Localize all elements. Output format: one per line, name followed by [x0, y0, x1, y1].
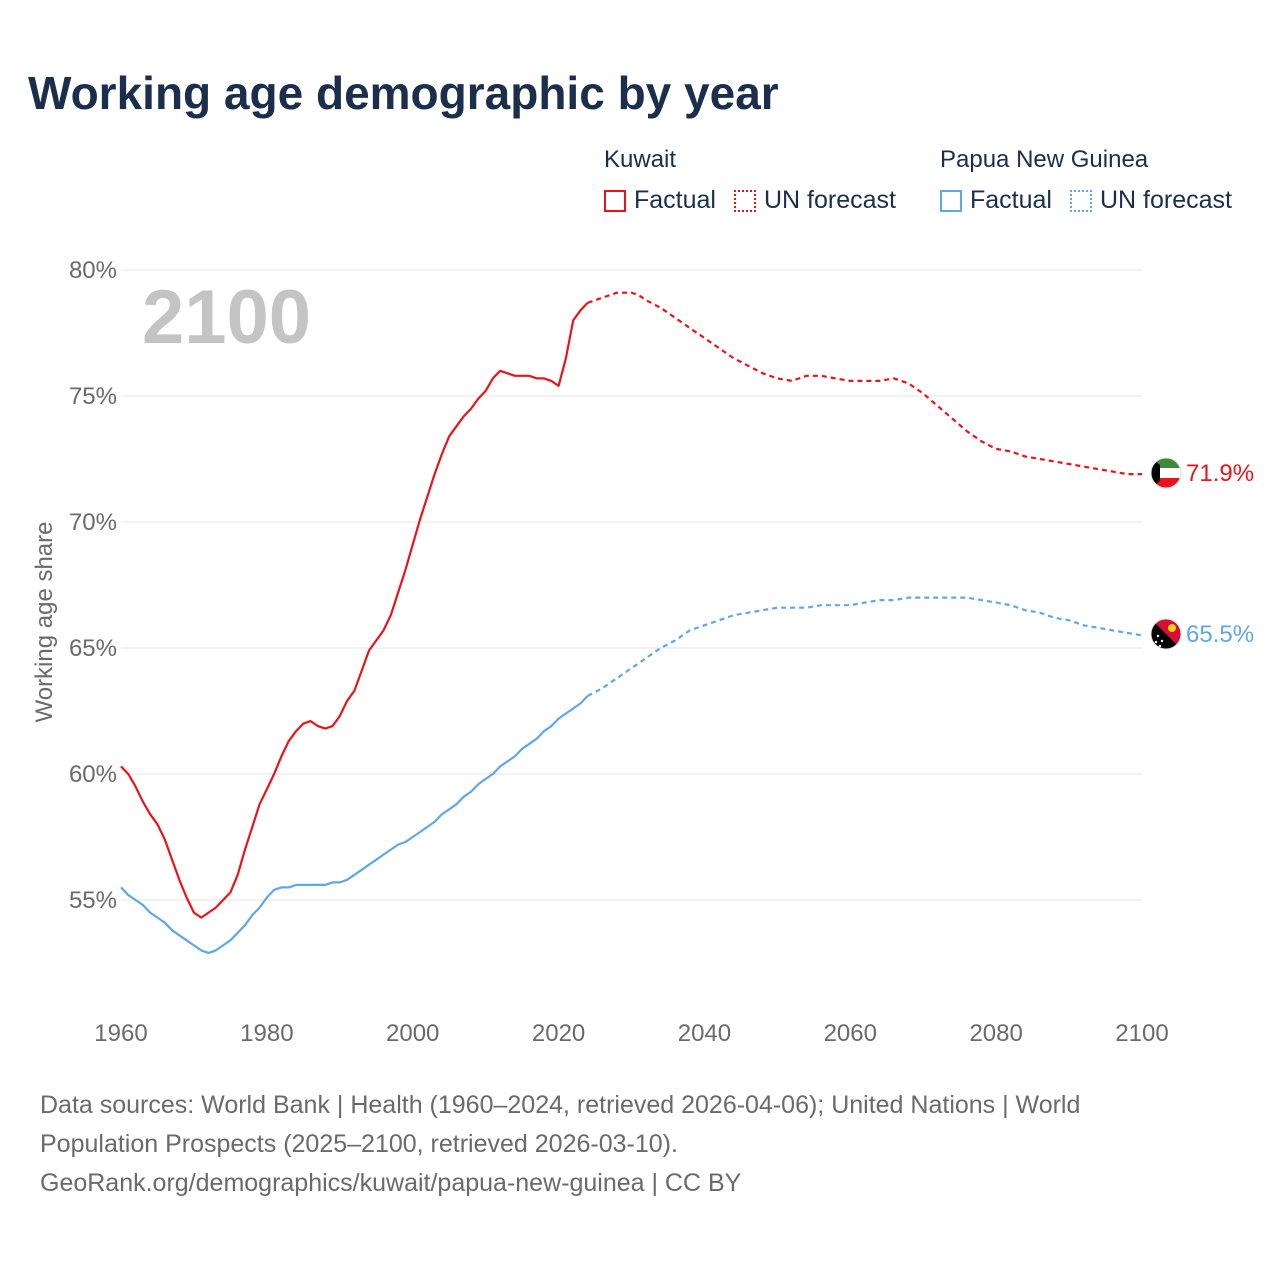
kuwait-end-label: 71.9%	[1186, 460, 1254, 487]
kuwait-flag-icon	[1150, 457, 1182, 489]
x-tick-label: 2020	[532, 1020, 585, 1047]
legend-swatch-solid	[604, 189, 626, 212]
legend-label: Factual	[634, 186, 716, 214]
kuwait-forecast-line	[587, 291, 1142, 476]
legend-kuwait: Kuwait Factual UN forecast	[604, 146, 914, 215]
x-tick-label: 1980	[240, 1020, 293, 1047]
footer-line: Population Prospects (2025–2100, retriev…	[40, 1130, 678, 1158]
x-tick-label: 2040	[678, 1020, 731, 1047]
footer-line: GeoRank.org/demographics/kuwait/papua-ne…	[40, 1169, 742, 1197]
legend-swatch-dotted	[1069, 189, 1092, 212]
chart-title: Working age demographic by year	[28, 67, 779, 119]
legend-png-forecast[interactable]: UN forecast	[1069, 186, 1232, 215]
legend-label: UN forecast	[763, 186, 896, 214]
legend-png-factual[interactable]: Factual	[940, 186, 1052, 215]
legend-label: Factual	[970, 186, 1052, 214]
kuwait-factual-line	[120, 302, 589, 919]
line-chart: 55% 60% 65% 70% 75% 80% 1960 1980 2000 2020 2040 20…	[31, 257, 1254, 1047]
x-tick-label: 1960	[94, 1020, 147, 1047]
legend-kuwait-forecast[interactable]: UN forecast	[733, 186, 896, 215]
y-tick-label: 70%	[69, 509, 117, 536]
x-tick-label: 2100	[1115, 1020, 1168, 1047]
png-end-label: 65.5%	[1186, 621, 1254, 648]
footer-line: Data sources: World Bank | Health (1960–…	[40, 1091, 1081, 1119]
papua-new-guinea-flag-icon	[1150, 618, 1182, 650]
x-tick-label: 2080	[969, 1020, 1022, 1047]
png-forecast-line	[587, 596, 1143, 697]
legend-png: Papua New Guinea Factual UN forecast	[940, 146, 1232, 215]
legend-swatch-solid	[940, 189, 962, 212]
y-tick-label: 65%	[69, 635, 117, 662]
legend-label: UN forecast	[1099, 186, 1232, 214]
x-tick-label: 2000	[386, 1020, 439, 1047]
y-tick-label: 75%	[69, 383, 117, 410]
png-factual-line	[120, 695, 589, 954]
legend-country-png: Papua New Guinea	[940, 146, 1149, 173]
footer-sources: Data sources: World Bank | Health (1960–…	[40, 1086, 1200, 1203]
year-watermark: 2100	[142, 275, 311, 360]
y-tick-label: 55%	[69, 887, 117, 914]
x-tick-label: 2060	[824, 1020, 877, 1047]
y-tick-label: 80%	[69, 257, 117, 284]
y-tick-label: 60%	[69, 761, 117, 788]
legend-country-kuwait: Kuwait	[604, 146, 677, 173]
y-axis-label: Working age share	[31, 522, 58, 723]
legend-kuwait-factual[interactable]: Factual	[604, 186, 716, 215]
legend-swatch-dotted	[733, 189, 756, 212]
